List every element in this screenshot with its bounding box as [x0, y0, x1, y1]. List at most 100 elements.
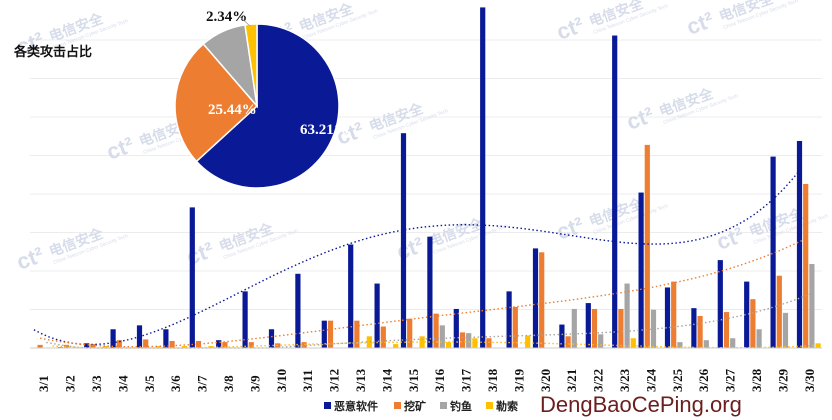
- x-tick-label: 3/3: [89, 375, 104, 392]
- legend-label-挖矿: 挖矿: [404, 399, 426, 413]
- bar-恶意软件-3/18: [480, 7, 486, 348]
- x-tick-label: 3/15: [406, 368, 421, 392]
- bar-挖矿-3/27: [723, 312, 730, 348]
- bar-恶意软件-3/19: [506, 291, 512, 348]
- bar-恶意软件-3/7: [189, 207, 195, 348]
- pie-label-勒索: 2.34%: [206, 9, 247, 25]
- bar-挖矿-3/30: [803, 183, 809, 348]
- bar-恶意软件-3/30: [796, 140, 803, 348]
- bar-挖矿-3/19: [512, 306, 518, 348]
- bar-钓鱼-3/23: [624, 283, 630, 348]
- gridlines: [30, 39, 822, 349]
- x-tick-label: 3/6: [168, 375, 183, 392]
- bar-恶意软件-3/20: [532, 248, 539, 348]
- x-tick-label: 3/13: [353, 368, 368, 392]
- bar-勒索-3/15: [419, 336, 425, 348]
- x-tick-label: 3/26: [696, 368, 711, 392]
- watermark-brand: ct²: [103, 132, 137, 165]
- legend-label-钓鱼: 钓鱼: [450, 399, 472, 413]
- bar-挖矿-3/21: [565, 336, 571, 348]
- bar-挖矿-3/8: [222, 342, 228, 348]
- watermark-brand: ct²: [713, 222, 747, 255]
- trendline-挖矿: [39, 238, 807, 348]
- legend-label-恶意软件: 恶意软件: [334, 399, 378, 413]
- bar-恶意软件-3/6: [163, 329, 169, 348]
- bar-恶意软件-3/15: [400, 133, 407, 348]
- bar-钓鱼-3/29: [782, 312, 789, 348]
- bar-恶意软件-3/21: [559, 324, 565, 348]
- bar-挖矿-3/23: [618, 308, 624, 348]
- bar-恶意软件-3/9: [242, 291, 248, 348]
- x-tick-label: 3/1: [36, 375, 51, 392]
- bar-勒索-3/7: [208, 346, 214, 348]
- bar-钓鱼-3/22: [598, 334, 604, 348]
- bar-挖矿-3/28: [750, 299, 756, 348]
- bar-恶意软件-3/25: [664, 287, 671, 348]
- bar-恶意软件-3/11: [295, 273, 301, 348]
- bar-钓鱼-3/17: [466, 333, 472, 348]
- bar-恶意软件-3/13: [348, 244, 354, 348]
- bar-勒索-3/14: [393, 344, 399, 348]
- x-tick-label: 3/9: [247, 375, 262, 392]
- legend-swatch-恶意软件: [324, 402, 331, 409]
- bar-恶意软件-3/17: [453, 308, 459, 348]
- bar-挖矿-3/18: [486, 338, 492, 348]
- bar-挖矿-3/3: [90, 344, 96, 348]
- bar-挖矿-3/26: [697, 315, 703, 348]
- bar-挖矿-3/25: [671, 281, 677, 348]
- x-tick-label: 3/25: [670, 368, 685, 392]
- pie-slice-恶意软件: [195, 23, 340, 189]
- bar-恶意软件-3/27: [717, 260, 723, 348]
- x-tick-label: 3/18: [485, 368, 500, 392]
- watermark-brand: ct²: [13, 242, 47, 275]
- watermark-brand: ct²: [393, 232, 427, 265]
- bar-挖矿-3/1: [37, 344, 43, 348]
- trendline-恶意软件: [33, 170, 801, 346]
- bar-恶意软件-3/3: [84, 343, 90, 348]
- bar-挖矿-3/24: [644, 144, 650, 348]
- bar-挖矿-3/16: [433, 313, 439, 348]
- bar-挖矿-3/13: [354, 320, 360, 348]
- bar-挖矿-3/12: [327, 320, 334, 348]
- bar-恶意软件-3/16: [427, 236, 433, 348]
- bar-钓鱼-3/26: [703, 340, 709, 348]
- bar-钓鱼-3/28: [756, 329, 762, 348]
- bar-挖矿-3/14: [380, 326, 386, 348]
- bar-勒索-3/17: [472, 338, 478, 348]
- x-tick-label: 3/5: [142, 375, 157, 392]
- bar-挖矿-3/11: [301, 342, 307, 348]
- x-tick-label: 3/2: [63, 375, 78, 392]
- bar-勒索-3/5: [155, 346, 161, 348]
- bar-钓鱼-3/16: [439, 325, 445, 348]
- x-tick-label: 3/28: [749, 368, 764, 392]
- watermark-brand: ct²: [683, 7, 717, 40]
- pie-leader-line: [239, 16, 251, 27]
- legend-label-勒索: 勒索: [496, 399, 518, 413]
- bar-钓鱼-3/27: [730, 338, 736, 348]
- bar-挖矿-3/29: [776, 275, 782, 348]
- bar-恶意软件-3/8: [216, 340, 222, 348]
- bar-挖矿-3/4: [116, 340, 122, 348]
- x-tick-labels: 3/1 3/2 3/3 3/4 3/5 3/6 3/7 3/8 3/9 3/10 3/11 3/12 3…: [36, 368, 817, 392]
- bar-恶意软件-3/29: [770, 156, 776, 348]
- x-tick-label: 3/14: [379, 368, 394, 392]
- bar-恶意软件-3/10: [268, 329, 275, 348]
- x-tick-label: 3/11: [300, 370, 315, 392]
- bar-挖矿-3/7: [195, 340, 202, 348]
- pie-label-挖矿: 25.44%: [208, 102, 257, 118]
- x-tick-label: 3/24: [643, 368, 658, 392]
- bar-挖矿-3/17: [459, 332, 466, 348]
- bar-勒索-3/6: [181, 346, 188, 348]
- bar-挖矿-3/15: [407, 318, 413, 348]
- x-tick-label: 3/4: [115, 375, 130, 392]
- bar-钓鱼-3/25: [677, 342, 683, 348]
- bar-钓鱼-3/30: [809, 264, 815, 348]
- bar-勒索-3/16: [445, 342, 452, 348]
- x-tick-label: 3/29: [775, 368, 790, 392]
